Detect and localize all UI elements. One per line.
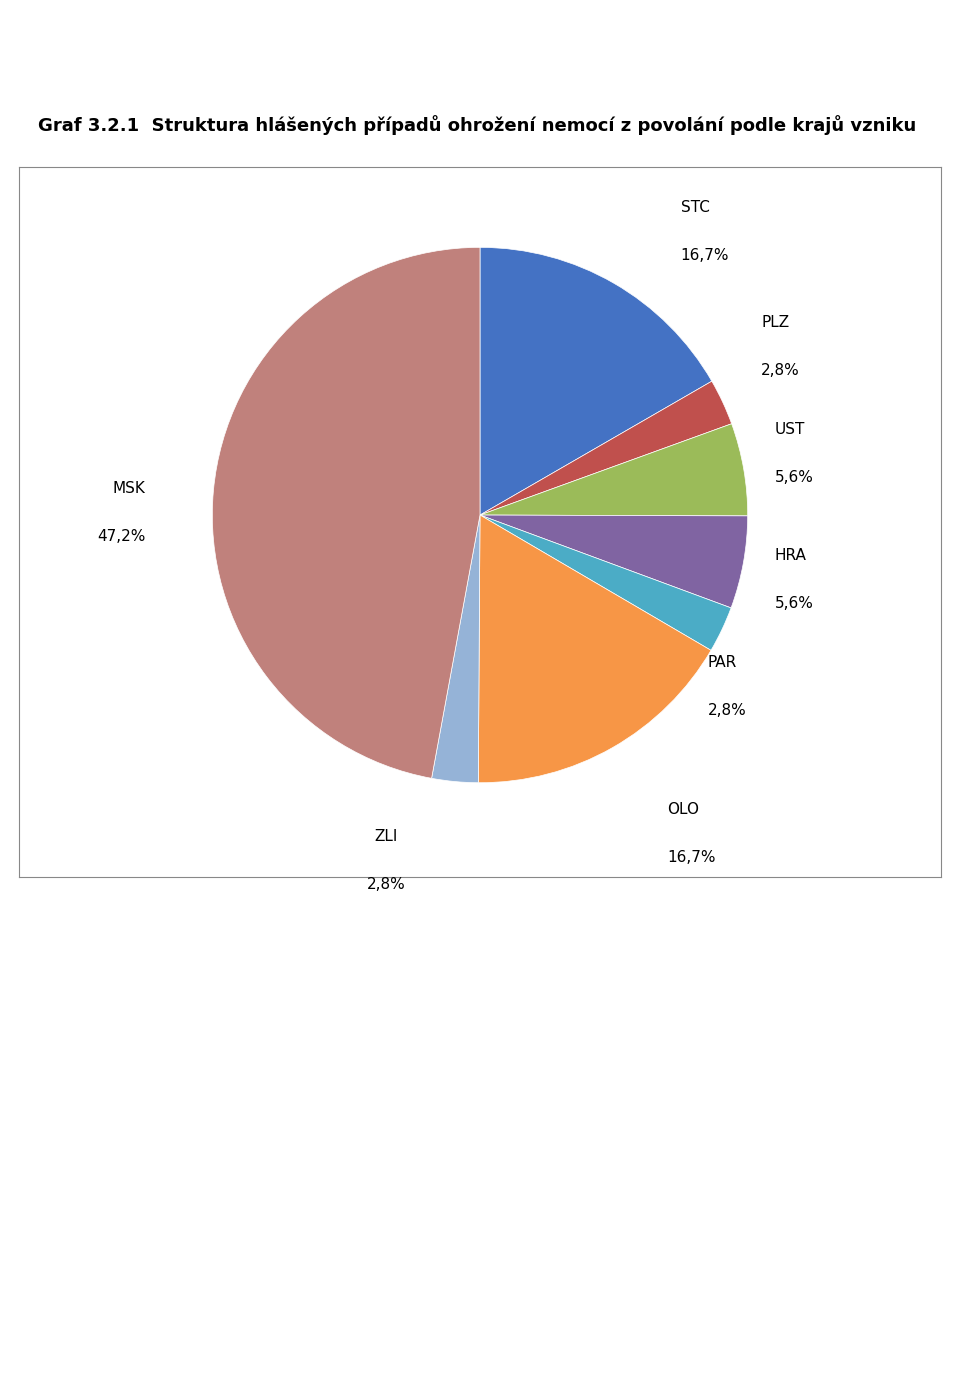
Text: MSK: MSK — [112, 480, 145, 496]
Wedge shape — [480, 423, 748, 516]
Text: PAR: PAR — [708, 654, 736, 670]
Text: 47,2%: 47,2% — [97, 529, 145, 544]
Text: 2,8%: 2,8% — [708, 703, 746, 718]
Text: PLZ: PLZ — [761, 315, 789, 330]
Text: OLO: OLO — [667, 802, 700, 817]
Wedge shape — [478, 515, 711, 782]
Text: UST: UST — [775, 422, 804, 437]
Text: 16,7%: 16,7% — [667, 851, 716, 866]
Wedge shape — [212, 248, 480, 778]
Text: HRA: HRA — [775, 547, 806, 562]
Wedge shape — [480, 381, 732, 515]
Text: 5,6%: 5,6% — [775, 470, 813, 484]
Text: 16,7%: 16,7% — [681, 248, 730, 263]
Wedge shape — [480, 248, 711, 515]
Wedge shape — [480, 515, 732, 650]
Text: STC: STC — [681, 199, 709, 214]
Text: ZLI: ZLI — [374, 828, 398, 844]
Wedge shape — [480, 515, 748, 608]
Text: 2,8%: 2,8% — [367, 877, 406, 892]
Text: Graf 3.2.1  Struktura hlášených případů ohrožení nemocí z povolání podle krajů v: Graf 3.2.1 Struktura hlášených případů o… — [38, 116, 917, 135]
Text: 5,6%: 5,6% — [775, 596, 813, 611]
Text: 2,8%: 2,8% — [761, 363, 800, 379]
Wedge shape — [432, 515, 480, 782]
